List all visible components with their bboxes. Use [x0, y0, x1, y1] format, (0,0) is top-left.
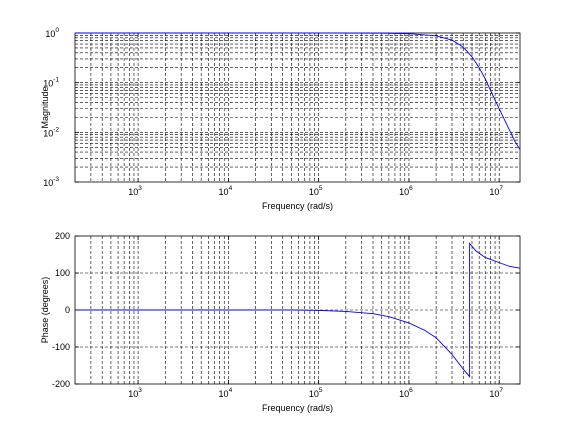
phase-panel: 103 104 105 106 107 200 100 0 -100 -200 Frequency …	[40, 231, 521, 413]
phase-x-tick-label: 107	[489, 387, 503, 399]
magnitude-grid	[75, 33, 520, 182]
magnitude-x-tick-label: 104	[219, 185, 233, 197]
phase-x-tick-label: 105	[309, 387, 323, 399]
phase-y-tick-label: 0	[65, 305, 70, 315]
phase-y-tick-label: 200	[55, 231, 70, 241]
phase-x-tick-label: 106	[399, 387, 413, 399]
phase-curve	[75, 242, 521, 378]
magnitude-x-tick-label: 106	[399, 185, 413, 197]
magnitude-axes-frame	[74, 32, 521, 183]
magnitude-x-tick-label: 103	[128, 185, 142, 197]
phase-x-tick-label: 103	[128, 387, 142, 399]
magnitude-x-tick-label: 105	[309, 185, 323, 197]
magnitude-y-axis-label: Magnitude	[40, 86, 50, 128]
magnitude-y-tick-label: 10-1	[43, 77, 59, 89]
phase-y-tick-label: -200	[52, 379, 70, 389]
phase-x-tick-label: 104	[219, 387, 233, 399]
magnitude-panel: 103 104 105 106 107 100 10-1 10-2 10-3 Frequency …	[40, 27, 521, 211]
magnitude-y-tick-label: 10-3	[43, 176, 59, 188]
phase-y-tick-label: -100	[52, 342, 70, 352]
phase-x-axis-label: Frequency (rad/s)	[262, 403, 333, 413]
magnitude-x-tick-label: 107	[489, 185, 503, 197]
magnitude-curve	[75, 32, 521, 150]
phase-y-tick-label: 100	[55, 268, 70, 278]
magnitude-y-tick-label: 10-2	[43, 126, 59, 138]
phase-y-axis-label: Phase (degrees)	[40, 277, 50, 344]
magnitude-y-tick-label: 100	[45, 27, 59, 39]
magnitude-x-axis-label: Frequency (rad/s)	[262, 201, 333, 211]
